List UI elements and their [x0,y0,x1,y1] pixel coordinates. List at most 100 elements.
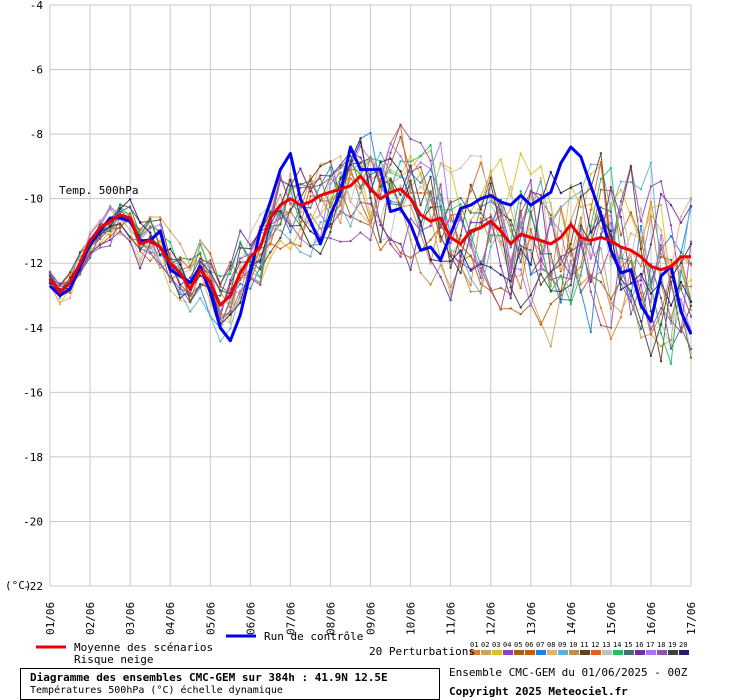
perturbation-point [489,176,492,179]
perturbation-point [249,243,252,247]
perturbation-point [319,221,322,224]
perturbation-point [309,190,312,193]
perturbation-point [179,296,182,300]
perturbation-point [669,338,673,342]
perturbation-point [399,251,402,255]
perturbation-point [659,345,663,348]
perturbation-point [609,326,613,329]
perturbation-point [169,275,172,278]
perturbation-point [559,290,562,293]
perturbation-point [679,331,683,334]
perturbation-point [88,232,92,236]
perturbation-point [659,180,663,183]
perturbation-point [169,247,172,251]
perturbation-point [88,256,92,259]
perturbation-point [138,221,142,224]
perturbation-point [549,252,552,255]
perturbation-point [299,237,302,240]
perturbation-point [569,299,572,302]
perturbation-point [629,260,633,263]
perturbation-point [409,238,412,241]
perturbation-point [229,282,232,285]
perturbation-point [359,212,362,215]
perturbation-point [439,199,442,202]
perturbation-point [58,285,62,288]
perturbation-point [519,190,522,193]
perturbation-point [469,190,472,193]
perturbation-point [589,280,592,284]
perturbation-point [609,255,613,258]
perturbation-point [98,237,102,241]
perturbation-point [329,160,332,163]
perturbation-point [549,201,552,205]
perturbation-point [379,185,382,188]
perturbation-point [559,298,562,301]
perturbation-point [689,356,693,359]
perturbation-point [619,180,623,183]
perturbation-point [469,269,472,272]
perturbation-point [469,243,472,246]
perturbation-point [579,243,582,246]
perturbation-point [289,231,292,234]
perturbation-point [629,289,633,293]
perturbation-point [549,217,552,220]
perturbation-point [189,300,192,303]
perturbation-point [619,188,623,191]
perturbation-point [339,166,342,170]
x-tick-label: 15/06 [605,602,618,635]
perturbation-point [449,241,452,245]
perturbation-point [529,273,532,276]
perturbation-point [529,293,532,297]
perturbation-point [639,224,643,228]
perturbation-point [309,183,312,186]
perturbation-point [339,203,342,206]
perturbation-point [78,273,82,276]
perturbation-point [289,241,292,244]
perturbation-point [299,250,302,254]
perturbation-point [589,163,592,166]
perturbation-point [189,310,192,313]
perturbation-point [359,140,362,144]
perturbation-point [469,183,472,187]
perturbation-point [349,166,352,169]
perturbation-point [439,163,442,166]
perturbation-point [579,274,582,277]
perturbation-point [289,248,292,251]
perturbation-point [58,302,62,306]
perturbation-point [609,167,613,170]
perturbation-point [339,177,342,180]
member-swatch [525,650,535,655]
perturbation-point [399,175,402,179]
perturbation-point [579,289,582,292]
perturbation-point [669,316,673,319]
perturbation-point [199,274,202,277]
perturbation-point [689,308,693,312]
perturbation-point [159,218,162,221]
perturbation-point [479,161,482,164]
perturbation-point [299,215,302,219]
perturbation-point [689,198,693,201]
perturbation-point [629,256,633,260]
perturbation-point [159,216,162,219]
perturbation-point [559,191,562,195]
perturbation-point [669,224,673,227]
perturbation-point [589,330,592,334]
perturbation-point [369,214,372,218]
perturbation-point [529,228,532,231]
perturbation-point [569,196,572,200]
perturbation-point [469,254,472,257]
copyright: Copyright 2025 Meteociel.fr [449,685,628,698]
perturbation-point [379,193,382,196]
perturbation-point [649,354,653,357]
perturbation-point [128,229,132,232]
perturbation-point [299,244,302,248]
member-number: 10 [569,641,577,649]
perturbation-point [579,206,582,209]
perturbation-point [399,123,402,126]
perturbation-point [309,195,312,198]
perturbation-point [199,282,202,286]
perturbation-point [549,273,552,276]
perturbation-point [269,209,272,213]
perturbation-point [409,217,412,220]
member-number: 03 [492,641,500,649]
